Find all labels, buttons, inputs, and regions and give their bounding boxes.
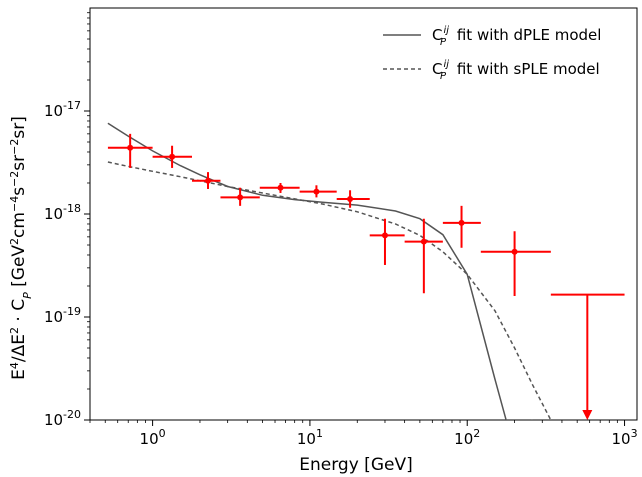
y-axis-label: E4/ΔE2 · CP [GeV2cm−4s−2sr−2sr]	[8, 116, 34, 380]
data-marker	[458, 219, 465, 226]
x-axis-label: Energy [GeV]	[299, 455, 412, 475]
x-tick-label: 100	[140, 427, 166, 448]
data-point	[299, 185, 337, 198]
y-tick-label: 10-19	[44, 305, 81, 326]
dple-fit-curve	[107, 122, 533, 420]
upper-limit-arrowhead	[582, 410, 593, 420]
data-point	[369, 218, 405, 265]
data-point	[107, 133, 153, 168]
data-marker	[313, 188, 320, 195]
data-point	[480, 231, 551, 296]
data-point	[191, 172, 221, 189]
data-points	[107, 133, 625, 420]
data-marker	[169, 153, 176, 160]
x-tick-label: 101	[297, 427, 323, 448]
data-point	[152, 145, 192, 168]
axis-ticks	[84, 12, 626, 426]
fit-curves	[107, 122, 552, 420]
data-marker	[347, 195, 354, 202]
y-tick-label: 10-20	[44, 408, 81, 429]
legend-label-sple: Cij P fit with sPLE model	[432, 59, 600, 82]
data-marker	[127, 144, 134, 151]
x-tick-label: 103	[611, 427, 637, 448]
data-point	[404, 218, 443, 294]
data-marker	[277, 184, 284, 191]
upper-limit	[550, 293, 625, 420]
data-point	[442, 205, 481, 248]
data-marker	[511, 248, 518, 255]
y-tick-label: 10-18	[44, 202, 81, 223]
data-marker	[381, 232, 388, 239]
data-marker	[205, 177, 212, 184]
data-marker	[237, 194, 244, 201]
data-point	[220, 187, 260, 206]
legend: Cij P fit with dPLE model Cij P fit with s…	[383, 25, 601, 82]
data-marker	[420, 238, 427, 245]
data-point	[336, 190, 370, 208]
data-point	[259, 182, 300, 193]
y-tick-label: 10-17	[44, 99, 81, 120]
tick-labels: 100 101 102 103 10-20 10-19 10-18 10-17	[44, 99, 638, 448]
x-tick-label: 102	[454, 427, 480, 448]
legend-label-dple: Cij P fit with dPLE model	[432, 25, 601, 48]
sple-fit-curve	[107, 161, 552, 420]
